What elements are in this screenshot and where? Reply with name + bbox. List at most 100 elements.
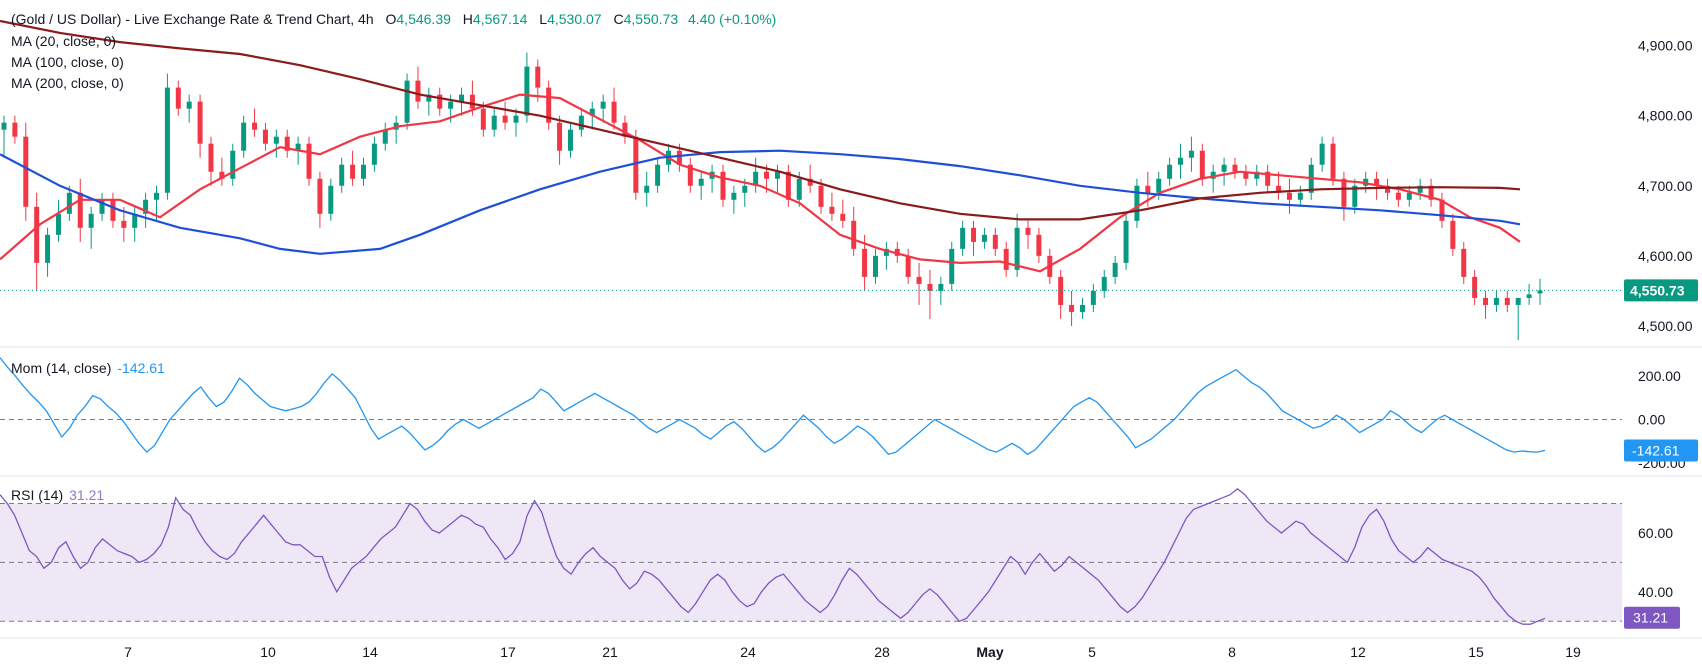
candle-body (284, 136, 290, 151)
candle-body (927, 283, 933, 291)
ma200-line (0, 19, 1521, 221)
candle-body (840, 213, 846, 221)
candle-body (360, 164, 366, 179)
rsi-tag (1624, 606, 1680, 629)
candle-body (295, 143, 301, 151)
candle-body (1439, 199, 1445, 221)
candle-body (132, 213, 138, 228)
x-tick-label: 7 (124, 644, 132, 660)
x-tick-label: 14 (362, 644, 378, 660)
legend-ma200[interactable]: MA (200, close, 0) (11, 75, 124, 91)
candle-body (66, 192, 72, 214)
legend-rsi[interactable]: RSI (14) 31.21 (11, 487, 104, 504)
legend-mom-value: -142.61 (117, 360, 165, 376)
candle-body (1232, 164, 1238, 172)
chart-header: (Gold / US Dollar) - Live Exchange Rate … (11, 11, 776, 28)
candle-body (1374, 178, 1380, 186)
x-tick-label: 8 (1228, 644, 1236, 660)
candle-body (1, 122, 7, 130)
candle-body (949, 248, 955, 284)
rsi-tick-label: 60.00 (1638, 525, 1673, 541)
legend-ma20[interactable]: MA (20, close, 0) (11, 33, 117, 49)
rsi-tick-label: 40.00 (1638, 584, 1673, 600)
mom-tick-label: 0.00 (1638, 412, 1665, 428)
ma100-line (0, 149, 1521, 255)
candle-body (796, 178, 802, 200)
candle-body (1450, 220, 1456, 249)
candle-body (971, 227, 977, 242)
candle-body (459, 94, 465, 102)
candle-body (164, 87, 170, 193)
legend-ma100[interactable]: MA (100, close, 0) (11, 54, 124, 70)
candles[interactable] (1, 52, 1543, 340)
candle-body (1036, 234, 1042, 256)
candle-body (1515, 297, 1521, 305)
candle-body (883, 248, 889, 256)
candle-body (502, 115, 508, 123)
candle-body (578, 115, 584, 130)
candle-body (1221, 164, 1227, 172)
ma20-line (0, 93, 1521, 273)
candle-body (1101, 276, 1107, 291)
candle-body (1537, 290, 1543, 294)
candle-body (600, 101, 606, 109)
candle-body (1254, 171, 1260, 179)
x-tick-label: 21 (602, 644, 618, 660)
candle-body (862, 248, 868, 277)
candle-body (1384, 185, 1390, 193)
candle-body (698, 178, 704, 186)
candle-body (208, 143, 214, 172)
candle-body (1472, 276, 1478, 298)
x-tick-label: 12 (1350, 644, 1366, 660)
candle-body (676, 150, 682, 165)
mom-tag (1624, 439, 1698, 462)
x-tick-label: 10 (260, 644, 276, 660)
candle-body (524, 66, 530, 116)
candle-body (328, 185, 334, 214)
candle-body (1483, 297, 1489, 305)
candle-body (1025, 227, 1031, 235)
candle-body (469, 94, 475, 109)
candle-body (807, 178, 813, 186)
candle-body (785, 171, 791, 200)
candle-body (1297, 192, 1303, 200)
candle-body (1123, 220, 1129, 263)
candle-body (197, 101, 203, 144)
legend-mom[interactable]: Mom (14, close) -142.61 (11, 360, 165, 377)
rsi-line (0, 487, 1546, 625)
candle-body (154, 192, 160, 200)
close-label: C (613, 11, 624, 27)
candle-body (1156, 178, 1162, 193)
mom-tick-label: 200.00 (1638, 368, 1681, 384)
candle-body (731, 192, 737, 200)
candle-body (1406, 192, 1412, 200)
candle-body (88, 213, 94, 228)
candle-body (55, 213, 61, 235)
candle-body (1417, 185, 1423, 193)
candle-body (633, 136, 639, 193)
candle-body (252, 122, 258, 130)
open-label: O (385, 11, 397, 27)
candle-body (589, 108, 595, 116)
mom-line (0, 357, 1546, 456)
price-tag (1624, 279, 1698, 302)
candle-body (99, 199, 105, 214)
candle-body (1134, 185, 1140, 221)
legend-rsi-value: 31.21 (69, 487, 105, 503)
candle-body (818, 185, 824, 207)
price-tag-label: 4,550.73 (1630, 282, 1685, 298)
candle-body (1243, 171, 1249, 179)
price-tick-label: 4,500.00 (1638, 318, 1693, 334)
candle-body (720, 171, 726, 200)
price-tick-label: 4,800.00 (1638, 108, 1693, 124)
candle-body (1504, 297, 1510, 305)
candle-body (1003, 248, 1009, 270)
candle-body (1330, 143, 1336, 179)
value-tags: 4,550.73 -142.61 31.21 (0, 279, 1698, 629)
candle-body (829, 206, 835, 214)
candle-body (175, 87, 181, 109)
legend-mom-label: Mom (14, close) (11, 360, 112, 376)
low-value: 4,530.07 (547, 11, 602, 27)
candle-body (764, 171, 770, 179)
